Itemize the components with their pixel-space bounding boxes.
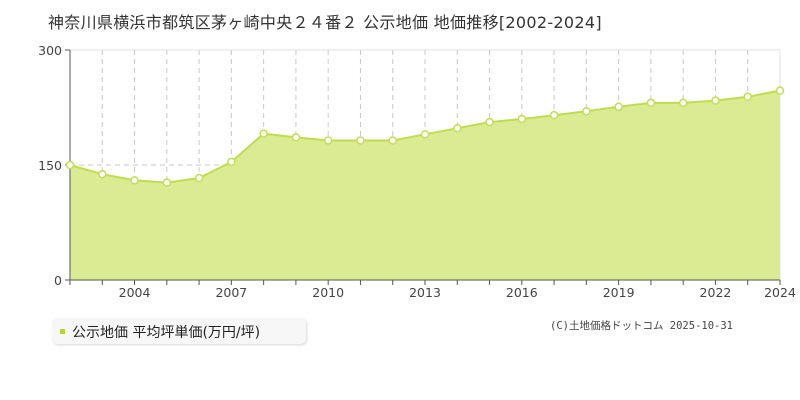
x-tick-label: 2019 — [603, 285, 635, 300]
data-point-marker — [743, 92, 752, 102]
x-tick-label: 2010 — [312, 285, 344, 300]
data-point-marker — [614, 102, 623, 111]
legend-label: 公示地価 平均坪単価(万円/坪) — [72, 325, 261, 341]
data-point-marker — [485, 117, 494, 127]
price-area — [70, 90, 780, 280]
data-point-marker — [356, 136, 365, 145]
x-axis-labels: 2004 2007 2010 2013 2016 2019 2022 2024 — [119, 285, 796, 300]
data-point-marker — [98, 169, 107, 179]
data-point-marker — [549, 110, 559, 120]
x-tick-label: 2024 — [764, 285, 796, 300]
data-point-marker — [194, 173, 204, 183]
data-point-marker — [227, 157, 236, 167]
legend: 公示地価 平均坪単価(万円/坪) — [52, 318, 306, 344]
copyright-text: (C)土地価格ドットコム 2025-10-31 — [550, 320, 734, 332]
y-tick-label: 300 — [38, 43, 62, 58]
x-tick-label: 2004 — [119, 285, 151, 300]
data-point-marker — [453, 123, 462, 133]
data-point-marker — [388, 136, 397, 145]
land-price-chart: 0 150 300 2004 2007 2010 2013 2016 2019 2022 2024 — [38, 43, 796, 300]
data-point-marker — [162, 178, 172, 187]
data-point-marker — [678, 98, 688, 108]
y-axis-labels: 0 150 300 — [38, 43, 62, 288]
data-point-marker — [646, 98, 656, 108]
data-point-marker — [130, 176, 139, 185]
y-tick-label: 150 — [38, 158, 62, 173]
data-point-marker — [711, 96, 720, 105]
x-tick-label: 2007 — [215, 285, 247, 300]
data-point-marker — [323, 136, 333, 145]
data-point-marker — [517, 114, 527, 124]
data-markers — [65, 86, 785, 187]
chart-title: 神奈川県横浜市都筑区茅ヶ崎中央２４番２ 公示地価 地価推移[2002-2024] — [48, 13, 602, 32]
data-point-marker — [775, 86, 785, 95]
y-tick-label: 0 — [54, 273, 62, 288]
data-point-marker — [582, 107, 591, 116]
x-tick-label: 2016 — [506, 285, 538, 300]
data-point-marker — [65, 160, 75, 170]
data-point-marker — [291, 133, 301, 142]
data-point-marker — [420, 130, 430, 139]
legend-swatch-icon — [60, 329, 65, 334]
x-tick-label: 2013 — [409, 285, 441, 300]
data-point-marker — [259, 129, 268, 138]
x-tick-label: 2022 — [700, 285, 732, 300]
